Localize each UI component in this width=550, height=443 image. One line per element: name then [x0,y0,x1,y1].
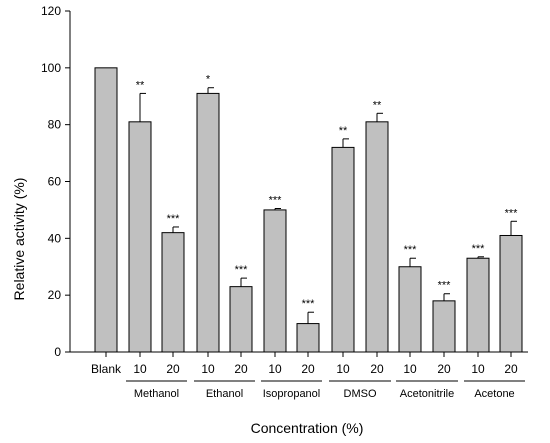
group-label: Acetonitrile [400,388,454,400]
y-tick-label: 80 [48,118,62,132]
significance-label: *** [472,243,486,255]
bar [196,92,220,353]
bar [229,286,253,353]
bar [94,67,118,353]
bar [161,232,185,353]
y-tick-label: 0 [54,345,61,359]
bar [365,121,389,353]
group-label: Acetone [474,388,514,400]
x-tick-label: 20 [234,362,248,376]
x-tick-label: Blank [91,362,122,376]
x-tick-label: 10 [201,362,215,376]
x-tick-label: 20 [370,362,384,376]
significance-label: ** [373,99,382,111]
significance-label: *** [404,244,418,256]
x-tick-label: 20 [437,362,451,376]
y-axis: 0 20 40 60 80 100 120 [41,4,71,359]
bar [296,323,320,353]
significance-label: ** [136,79,145,91]
bar [432,300,456,353]
y-tick-label: 20 [48,288,62,302]
y-tick-label: 120 [41,4,61,18]
x-tick-label: 10 [336,362,350,376]
y-tick-label: 60 [48,175,62,189]
y-tick-label: 40 [48,231,62,245]
x-tick-label: 20 [166,362,180,376]
bar [263,209,287,353]
significance-label: *** [235,264,249,276]
significance-label: *** [505,207,519,219]
y-axis-title: Relative activity (%) [11,178,27,301]
significance-label: *** [269,194,283,206]
x-tick-label: 20 [301,362,315,376]
bar [499,234,523,353]
x-axis: Blank 10 20 10 20 10 20 10 20 10 20 10 20 Methanol Eth… [70,351,528,400]
group-label: Methanol [134,388,179,400]
x-axis-title: Concentration (%) [251,420,364,436]
group-label: Ethanol [206,388,243,400]
y-tick-label: 100 [41,61,61,75]
x-tick-label: 20 [504,362,518,376]
bar [398,266,422,353]
bar [466,257,490,353]
x-tick-label: 10 [403,362,417,376]
x-tick-label: 10 [133,362,147,376]
group-label: DMSO [344,388,377,400]
significance-label: *** [438,280,452,292]
significance-label: ** [339,125,348,137]
x-tick-label: 10 [471,362,485,376]
significance-label: *** [302,298,316,310]
significance-label: * [206,74,211,86]
significance-label: *** [167,213,181,225]
bar [128,121,152,353]
group-label: Isopropanol [263,388,321,400]
bars: ******************************* [94,67,523,353]
bar [331,146,355,353]
x-tick-label: 10 [268,362,282,376]
